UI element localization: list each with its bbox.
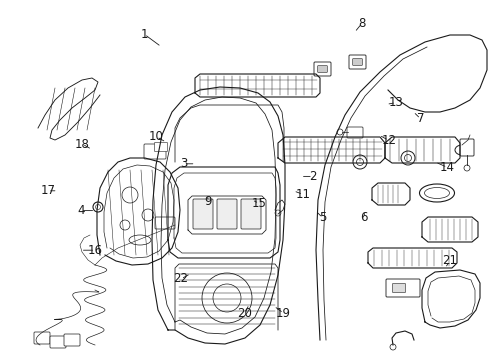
Text: 8: 8 <box>357 17 365 30</box>
FancyBboxPatch shape <box>154 143 167 152</box>
FancyBboxPatch shape <box>241 199 261 229</box>
Text: 4: 4 <box>77 204 84 217</box>
FancyBboxPatch shape <box>392 284 405 292</box>
Text: 21: 21 <box>442 255 456 267</box>
FancyBboxPatch shape <box>317 66 326 72</box>
FancyBboxPatch shape <box>313 62 330 76</box>
Text: 15: 15 <box>251 197 266 210</box>
Text: 14: 14 <box>439 161 454 174</box>
Text: 11: 11 <box>295 188 310 201</box>
FancyBboxPatch shape <box>193 199 213 229</box>
Text: 3: 3 <box>179 157 187 170</box>
FancyBboxPatch shape <box>143 144 165 159</box>
FancyBboxPatch shape <box>155 217 175 229</box>
FancyBboxPatch shape <box>459 139 473 156</box>
Text: 20: 20 <box>237 307 251 320</box>
Text: 2: 2 <box>308 170 316 183</box>
FancyBboxPatch shape <box>348 55 365 69</box>
Text: 13: 13 <box>388 96 403 109</box>
Text: 16: 16 <box>88 244 102 257</box>
FancyBboxPatch shape <box>34 332 50 344</box>
Text: 9: 9 <box>203 195 211 208</box>
Text: 7: 7 <box>416 112 424 125</box>
Text: 6: 6 <box>360 211 367 224</box>
Text: 19: 19 <box>276 307 290 320</box>
Text: 12: 12 <box>381 134 395 147</box>
FancyBboxPatch shape <box>385 279 419 297</box>
Text: 18: 18 <box>75 138 89 150</box>
Text: 5: 5 <box>318 211 326 224</box>
Text: 1: 1 <box>140 28 148 41</box>
Text: 17: 17 <box>41 184 55 197</box>
Text: 22: 22 <box>173 273 188 285</box>
Text: 10: 10 <box>149 130 163 143</box>
FancyBboxPatch shape <box>50 336 66 348</box>
FancyBboxPatch shape <box>217 199 237 229</box>
FancyBboxPatch shape <box>352 59 362 65</box>
FancyBboxPatch shape <box>346 127 362 138</box>
FancyBboxPatch shape <box>64 334 80 346</box>
